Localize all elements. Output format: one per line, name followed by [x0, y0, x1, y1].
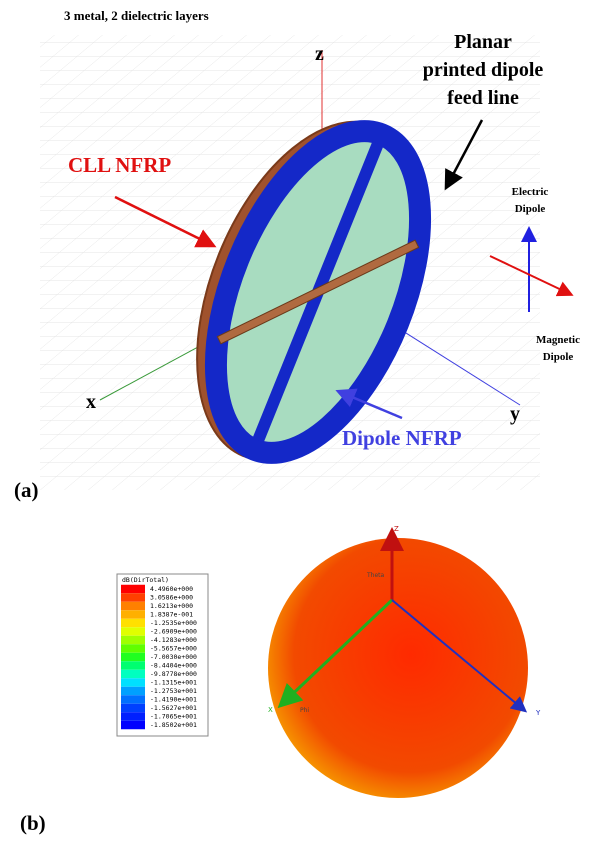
legend-value: -2.6909e+000 — [150, 628, 197, 636]
legend-value: -8.4404e+000 — [150, 662, 197, 670]
legend-swatch — [121, 585, 145, 594]
legend-value: -1.2535e+000 — [150, 619, 197, 627]
legend-value: -7.0030e+000 — [150, 653, 197, 661]
legend-value: -5.5657e+000 — [150, 645, 197, 653]
angle-label: Theta — [366, 572, 385, 579]
caption: 3 metal, 2 dielectric layers — [64, 8, 209, 23]
legend-swatch — [121, 678, 145, 687]
feed-label: Planar — [454, 31, 512, 53]
legend-value: -9.8778e+000 — [150, 670, 197, 678]
legend-swatch — [121, 721, 145, 730]
axis-label: z — [315, 43, 324, 65]
axis-label: x — [86, 391, 96, 413]
legend-value: -1.1315e+001 — [150, 679, 197, 687]
page: {"figure_a": {"caption": "3 metal, 2 die… — [0, 0, 597, 867]
axis-label: y — [510, 403, 520, 425]
legend-value: -1.7065e+001 — [150, 713, 197, 721]
legend-swatch — [121, 636, 145, 645]
legend-swatch — [121, 687, 145, 696]
legend-swatch — [121, 712, 145, 721]
legend-swatch — [121, 704, 145, 713]
legend-swatch — [121, 627, 145, 636]
legend-swatch — [121, 593, 145, 602]
legend-value: 4.4960e+000 — [150, 585, 193, 593]
electric-label: Dipole — [515, 203, 546, 215]
legend-value: -1.5627e+001 — [150, 704, 197, 712]
legend-value: 1.6213e+000 — [150, 602, 193, 610]
legend-value: 3.0586e+000 — [150, 594, 193, 602]
legend: 4.4960e+0003.0586e+0001.6213e+0001.8387e… — [121, 585, 197, 730]
legend-swatch — [121, 653, 145, 662]
legend-value: 1.8387e-001 — [150, 611, 193, 619]
angle-label: Phi — [300, 707, 309, 714]
cll-label: CLL NFRP — [68, 153, 171, 177]
legend-swatch — [121, 695, 145, 704]
electric-label: Electric — [512, 186, 549, 198]
magnetic-label: Dipole — [543, 351, 574, 363]
feed-label: feed line — [447, 87, 519, 109]
pattern-sphere — [268, 538, 528, 798]
axis-label: Z — [394, 525, 399, 533]
legend-value: -1.4190e+001 — [150, 696, 197, 704]
legend-swatch — [121, 644, 145, 653]
legend-swatch — [121, 661, 145, 670]
legend-value: -4.1283e+000 — [150, 636, 197, 644]
legend-value: -1.2753e+001 — [150, 687, 197, 695]
axis-label: X — [268, 706, 273, 714]
legend-swatch — [121, 670, 145, 679]
legend-swatch — [121, 610, 145, 619]
legend-value: -1.8502e+001 — [150, 721, 197, 729]
dipole-label: Dipole NFRP — [342, 426, 462, 450]
legend-title: dB(DirTotal) — [122, 576, 169, 584]
figure: 3 metal, 2 dielectric layers z x y Plana… — [0, 0, 597, 867]
magnetic-label: Magnetic — [536, 334, 580, 346]
legend-swatch — [121, 602, 145, 611]
feed-label: printed dipole — [423, 59, 544, 81]
panel-label: (b) — [20, 811, 46, 835]
axis-label: Y — [535, 709, 541, 717]
panel-label: (a) — [14, 478, 39, 502]
legend-swatch — [121, 619, 145, 628]
